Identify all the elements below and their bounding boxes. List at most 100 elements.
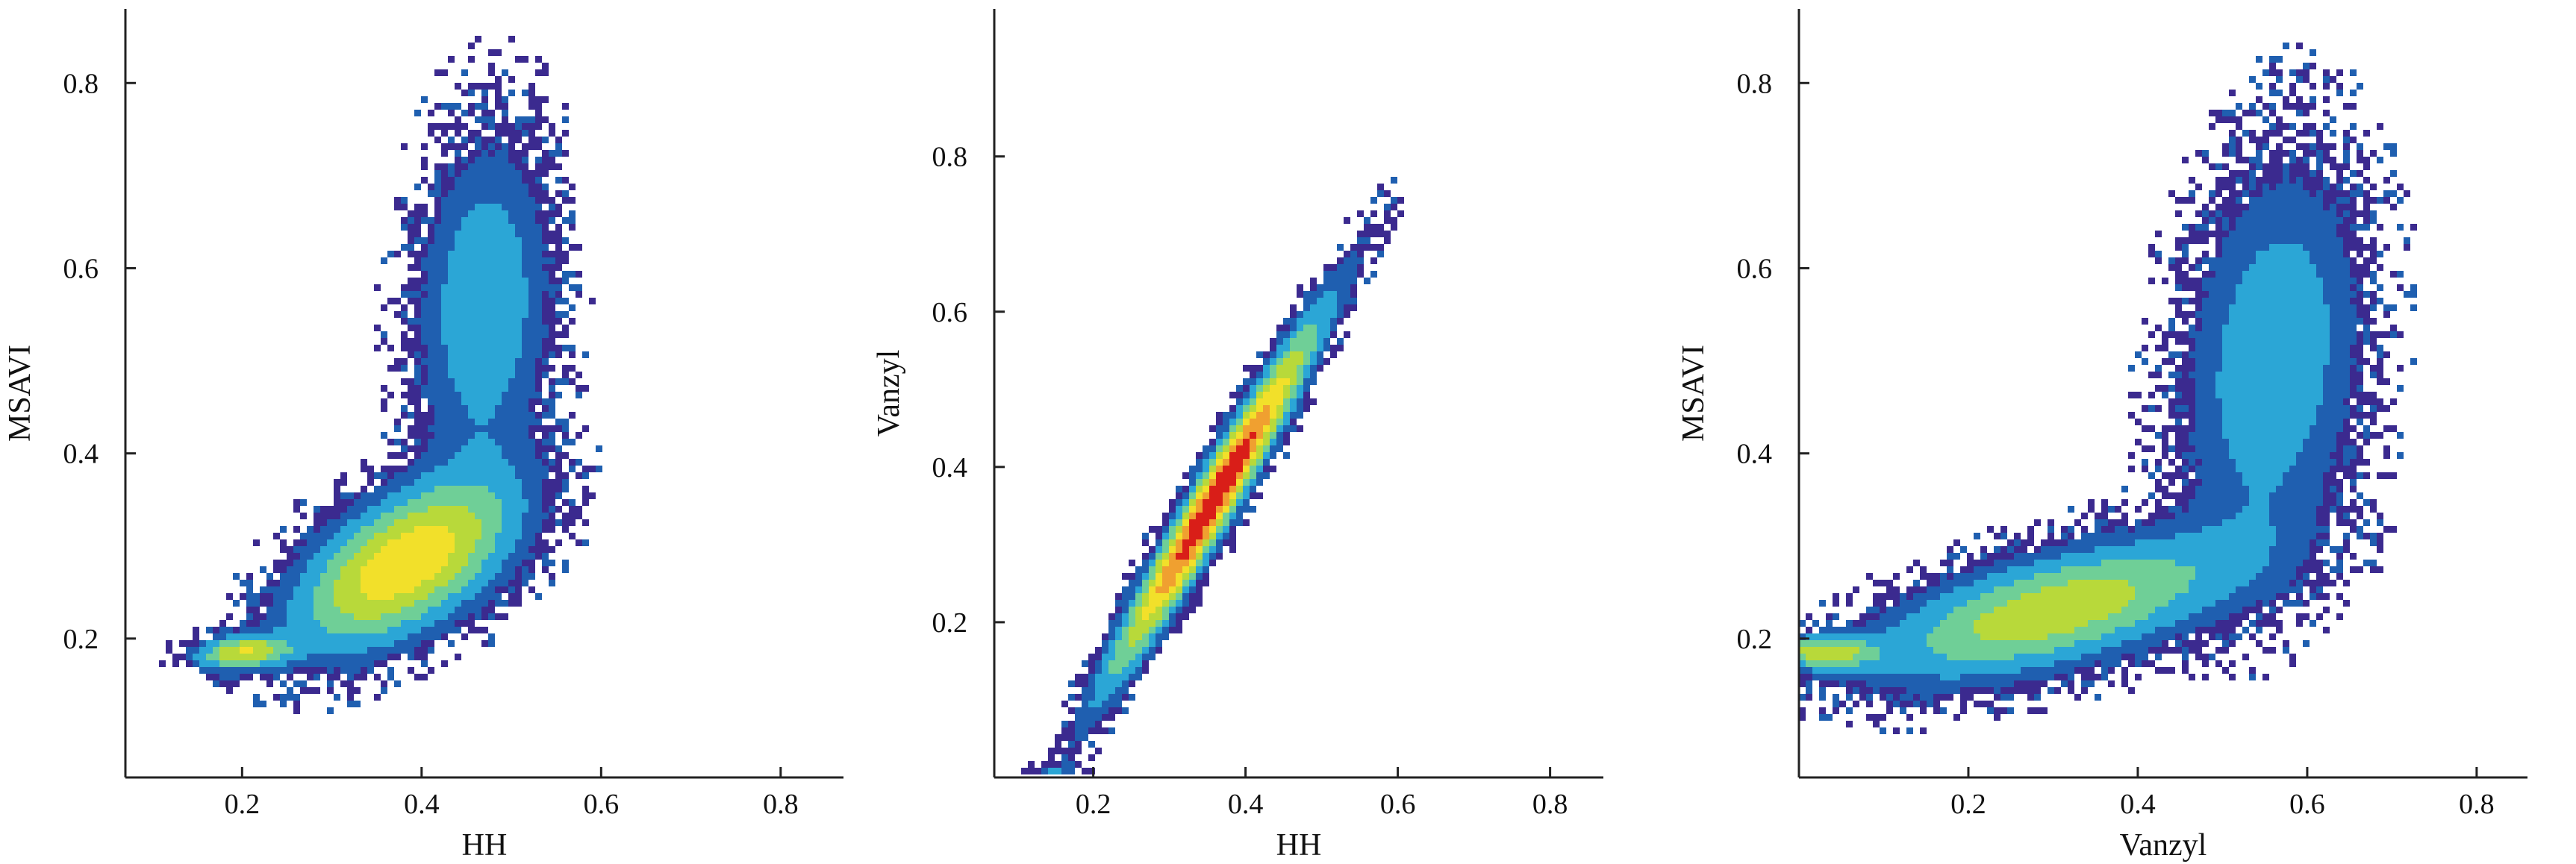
density-cell xyxy=(1297,398,1303,405)
density-cell xyxy=(1243,445,1250,452)
density-cell xyxy=(508,143,515,150)
density-cell xyxy=(528,190,535,197)
density-cell xyxy=(1196,573,1203,580)
density-cell xyxy=(1987,687,1994,694)
density-cell xyxy=(2027,566,2034,573)
density-cell xyxy=(455,466,461,472)
density-cell xyxy=(475,533,481,539)
density-cell xyxy=(468,338,475,345)
density-cell xyxy=(2202,231,2209,237)
density-cell xyxy=(307,526,314,533)
density-cell xyxy=(2175,412,2182,419)
density-cell xyxy=(1947,640,1953,647)
density-cell xyxy=(495,499,502,506)
density-cell xyxy=(1920,573,1927,580)
density-cell xyxy=(515,365,522,372)
density-cell xyxy=(481,271,488,278)
density-cell xyxy=(555,264,562,271)
density-cell xyxy=(441,620,448,627)
density-cell xyxy=(475,607,481,613)
density-cell xyxy=(1323,271,1330,278)
density-cell xyxy=(2162,613,2168,620)
density-cell xyxy=(2034,600,2041,607)
density-cell xyxy=(2202,311,2209,318)
density-cell xyxy=(340,580,347,586)
density-cell xyxy=(2195,372,2202,378)
density-cell xyxy=(569,217,576,224)
density-cell xyxy=(1176,533,1182,539)
density-cell xyxy=(1270,445,1276,452)
density-cell xyxy=(448,593,455,600)
density-cell xyxy=(1866,714,1873,721)
density-cell xyxy=(1082,714,1088,721)
density-cell xyxy=(401,405,408,412)
density-cell xyxy=(1135,660,1142,667)
density-cell xyxy=(2148,553,2155,560)
density-cell xyxy=(2054,593,2061,600)
density-cell xyxy=(555,452,562,459)
density-cell xyxy=(421,177,428,184)
density-cell xyxy=(199,667,206,674)
density-cell xyxy=(475,519,481,526)
density-cell xyxy=(508,257,515,264)
density-cell xyxy=(266,620,273,627)
density-cell xyxy=(441,284,448,291)
density-cell xyxy=(1243,398,1250,405)
density-cell xyxy=(461,298,468,304)
density-cell xyxy=(1960,573,1967,580)
density-cell xyxy=(461,231,468,237)
density-cell xyxy=(2021,680,2027,687)
density-cell xyxy=(2115,553,2121,560)
density-cell xyxy=(374,647,381,654)
density-cell xyxy=(1906,633,1913,640)
density-cell xyxy=(1344,251,1350,257)
density-cell xyxy=(408,513,414,519)
density-cell xyxy=(1102,701,1108,707)
density-cell xyxy=(535,479,542,486)
density-cell xyxy=(1974,667,1980,674)
density-cell xyxy=(2061,680,2068,687)
density-cell xyxy=(1129,600,1135,607)
density-cell xyxy=(1873,667,1880,674)
density-cell xyxy=(1953,593,1960,600)
density-cell xyxy=(515,513,522,519)
density-cell xyxy=(1893,674,1900,680)
density-cell xyxy=(1297,365,1303,372)
density-cell xyxy=(2034,573,2041,580)
density-cells xyxy=(1799,43,2417,734)
density-cell xyxy=(461,378,468,385)
density-cell xyxy=(481,513,488,519)
density-cell xyxy=(2142,345,2148,351)
density-cell xyxy=(320,506,327,513)
density-cell xyxy=(1893,654,1900,660)
density-cell xyxy=(2135,506,2142,513)
density-cell xyxy=(381,546,387,553)
density-cell xyxy=(408,479,414,486)
density-cell xyxy=(488,459,495,466)
density-cell xyxy=(394,560,401,566)
density-cell xyxy=(481,492,488,499)
density-cell xyxy=(528,405,535,412)
density-cell xyxy=(2209,613,2215,620)
density-cell xyxy=(1806,694,1812,701)
density-cell xyxy=(2182,647,2189,654)
density-cell xyxy=(2000,593,2007,600)
density-cell xyxy=(461,137,468,143)
density-cell xyxy=(414,607,421,613)
density-cell xyxy=(481,445,488,452)
density-cell xyxy=(361,526,367,533)
density-cell xyxy=(2088,647,2095,654)
density-cell xyxy=(1068,748,1075,754)
density-cell xyxy=(542,63,549,69)
density-cell xyxy=(1122,640,1129,647)
density-cell xyxy=(408,385,414,392)
density-cell xyxy=(576,291,582,298)
density-cell xyxy=(448,210,455,217)
density-cell xyxy=(1920,607,1927,613)
density-cell xyxy=(428,519,434,526)
density-cell xyxy=(2148,244,2155,251)
density-cell xyxy=(468,224,475,231)
density-cell xyxy=(2175,633,2182,640)
density-cell xyxy=(502,190,508,197)
density-cell xyxy=(2209,472,2215,479)
